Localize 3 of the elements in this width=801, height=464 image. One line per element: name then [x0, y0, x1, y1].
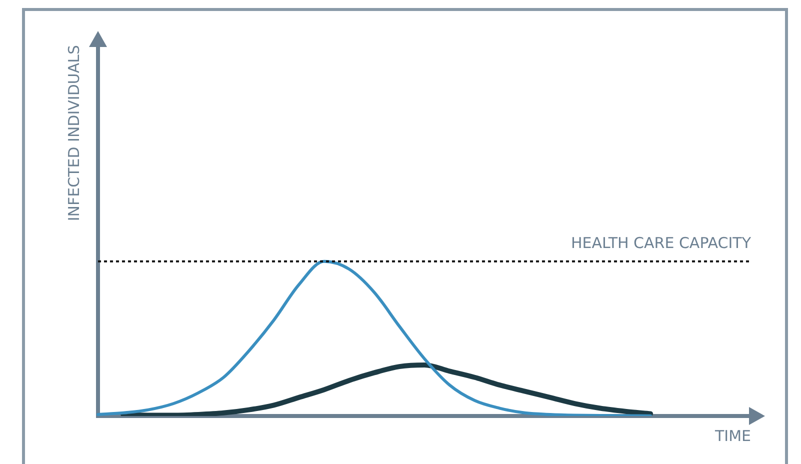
y-axis-title: INFECTED INDIVIDUALS: [64, 45, 83, 222]
ref-line-label: HEALTH CARE CAPACITY: [571, 234, 752, 252]
x-axis-title: TIME: [714, 426, 751, 445]
